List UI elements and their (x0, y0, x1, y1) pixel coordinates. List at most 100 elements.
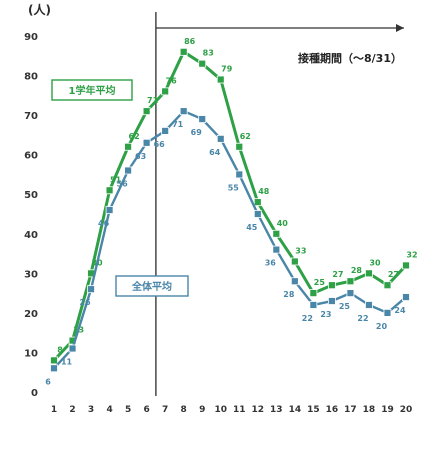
data-label: 63 (135, 152, 146, 161)
data-label: 40 (277, 219, 289, 228)
x-tick-label: 3 (88, 405, 94, 415)
data-label: 62 (240, 132, 251, 141)
data-label: 48 (258, 187, 270, 196)
y-tick-label: 30 (24, 269, 38, 280)
data-label: 20 (376, 322, 388, 331)
data-label: 33 (295, 246, 306, 255)
x-tick-label: 8 (181, 405, 187, 415)
x-tick-label: 2 (69, 405, 75, 415)
y-tick-label: 70 (24, 111, 38, 122)
y-tick-label: 10 (24, 348, 38, 359)
series-point (50, 364, 58, 373)
legend-box-upper (51, 79, 133, 101)
y-tick-label: 20 (24, 309, 38, 320)
x-tick-label: 15 (307, 405, 320, 415)
period-label: 接種期間（〜8/31） (298, 51, 402, 65)
x-tick-label: 13 (270, 405, 283, 415)
x-tick-label: 20 (400, 405, 413, 415)
series-point (309, 301, 318, 309)
data-label: 24 (394, 306, 406, 315)
series-point (327, 297, 336, 305)
data-label: 71 (147, 96, 159, 105)
series-point (142, 107, 151, 116)
series-point (50, 356, 58, 365)
data-label: 8 (57, 345, 63, 354)
data-label: 28 (351, 266, 363, 275)
series-point (235, 170, 244, 179)
data-label: 62 (129, 132, 140, 141)
y-tick-label: 40 (24, 230, 38, 241)
data-label: 26 (79, 298, 91, 307)
x-tick-label: 16 (326, 405, 339, 415)
data-label: 46 (98, 219, 110, 228)
period-arrow-head (396, 24, 404, 32)
x-tick-label: 9 (199, 405, 205, 415)
series-point (272, 229, 281, 238)
series-point (87, 285, 95, 294)
data-label: 25 (339, 302, 351, 311)
data-label: 27 (332, 270, 343, 279)
x-tick-label: 1 (51, 405, 57, 415)
data-label: 86 (184, 37, 196, 46)
data-label: 66 (154, 140, 166, 149)
series-point (253, 210, 262, 218)
series-point (290, 257, 299, 266)
series-point (179, 107, 188, 116)
x-tick-label: 17 (344, 405, 357, 415)
data-label: 6 (45, 377, 51, 386)
data-label: 56 (117, 179, 129, 188)
series-point (198, 59, 207, 68)
data-label: 36 (265, 259, 277, 268)
data-label: 79 (221, 65, 233, 74)
data-label: 22 (302, 314, 313, 323)
data-label: 22 (357, 314, 368, 323)
series-point (327, 281, 336, 290)
legend-box-lower (115, 275, 189, 297)
y-tick-label: 60 (24, 151, 38, 162)
y-axis-title: (人) (28, 2, 51, 17)
data-label: 71 (172, 120, 184, 129)
data-label: 23 (320, 310, 331, 319)
series-point (253, 198, 262, 207)
series-point (161, 87, 170, 96)
data-label: 11 (61, 357, 73, 366)
series-point (124, 166, 133, 175)
data-label: 83 (203, 49, 214, 58)
series-point (216, 134, 225, 143)
series-point (235, 142, 244, 151)
series-point (365, 301, 373, 309)
series-point (161, 127, 170, 135)
series-point (124, 142, 133, 151)
y-tick-label: 0 (31, 388, 38, 399)
series-point (68, 344, 77, 353)
series-point (198, 115, 207, 123)
series-point (402, 261, 410, 270)
series-point (142, 138, 151, 147)
data-label: 76 (166, 76, 178, 85)
x-tick-label: 11 (233, 405, 246, 415)
data-label: 45 (246, 223, 258, 232)
data-label: 27 (388, 270, 399, 279)
data-label: 69 (191, 128, 203, 137)
series-point (290, 277, 299, 286)
x-tick-label: 12 (252, 405, 265, 415)
x-tick-label: 4 (106, 405, 112, 415)
data-label: 64 (209, 148, 221, 157)
x-tick-label: 14 (289, 405, 302, 415)
y-tick-label: 50 (24, 190, 38, 201)
series-point (105, 206, 114, 214)
series-point (346, 277, 355, 286)
series-point (402, 293, 410, 301)
x-tick-label: 18 (363, 405, 376, 415)
x-tick-label: 5 (125, 405, 131, 415)
data-label: 32 (406, 250, 417, 259)
x-tick-label: 19 (381, 405, 394, 415)
data-label: 25 (314, 278, 326, 287)
series-point (216, 75, 225, 84)
data-label: 28 (283, 290, 295, 299)
series-point (105, 186, 114, 195)
